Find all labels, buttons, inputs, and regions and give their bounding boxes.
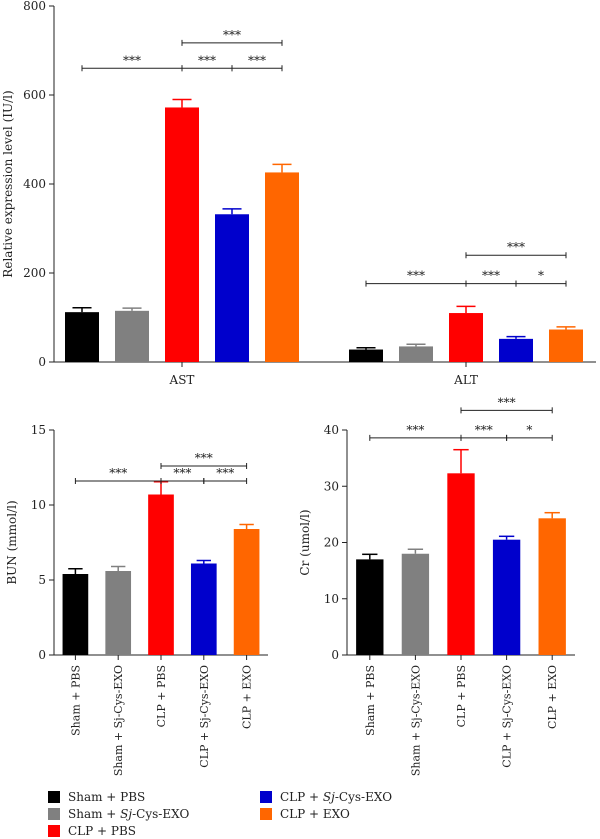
y-tick-label: 40	[324, 423, 339, 437]
legend-swatch-clp-pbs	[48, 825, 60, 837]
bar	[148, 494, 174, 655]
y-tick-label: 0	[38, 355, 46, 369]
bar	[349, 349, 383, 362]
y-tick-label: 30	[324, 479, 339, 493]
bar	[401, 553, 430, 655]
significance-label: ***	[195, 451, 213, 465]
x-category-label: Sham + Sj-Cys-EXO	[112, 665, 125, 776]
bar	[215, 214, 249, 362]
y-tick-label: 200	[23, 266, 46, 280]
significance-label: ***	[216, 466, 234, 480]
bar	[492, 539, 521, 655]
bar	[105, 571, 132, 655]
y-tick-label: 5	[38, 573, 46, 587]
legend-swatch-sham-pbs	[48, 791, 60, 803]
significance-label: ***	[406, 423, 424, 437]
legend: Sham + PBS Sham + Sj-Cys-EXO CLP + PBS C…	[48, 790, 568, 838]
x-category-label: CLP + PBS	[155, 665, 168, 727]
x-category-label: CLP + EXO	[241, 665, 254, 729]
y-tick-label: 10	[31, 498, 46, 512]
y-axis-label: BUN (mmol/l)	[5, 500, 19, 584]
significance-label: ***	[407, 269, 425, 283]
bar	[233, 529, 260, 655]
x-category-label: CLP + Sj-Cys-EXO	[501, 665, 514, 768]
significance-label: ***	[498, 395, 516, 409]
bar	[265, 172, 299, 362]
bar	[549, 329, 583, 362]
bar	[65, 312, 99, 362]
significance-label: ***	[173, 466, 191, 480]
x-category-label: Sham + PBS	[364, 665, 377, 736]
significance-label: *	[526, 423, 532, 437]
bar	[62, 574, 89, 655]
significance-label: ***	[507, 240, 525, 254]
bar	[356, 559, 384, 655]
x-category-label: CLP + PBS	[455, 665, 468, 727]
bar	[447, 473, 475, 655]
y-tick-label: 600	[23, 88, 46, 102]
legend-swatch-clp-sjcys	[260, 791, 272, 803]
bar	[538, 518, 566, 655]
legend-item-sham-pbs: Sham + PBS	[48, 790, 145, 804]
significance-label: ***	[475, 423, 493, 437]
x-category-label: AST	[169, 373, 195, 387]
legend-label-sham-pbs: Sham + PBS	[68, 790, 146, 804]
y-tick-label: 0	[331, 648, 339, 662]
legend-item-sham-sjcys: Sham + Sj-Cys-EXO	[48, 807, 189, 821]
y-tick-label: 15	[31, 423, 46, 437]
x-category-label: CLP + EXO	[546, 665, 559, 729]
bar	[115, 310, 149, 362]
bar	[190, 563, 217, 655]
bar	[449, 313, 483, 362]
significance-label: ***	[123, 53, 141, 67]
legend-item-clp-exo: CLP + EXO	[260, 807, 350, 821]
x-category-label: Sham + PBS	[69, 665, 82, 736]
legend-label-clp-sjcys: CLP + Sj-Cys-EXO	[280, 790, 393, 804]
legend-label-clp-exo: CLP + EXO	[280, 807, 350, 821]
y-axis-label: Cr (umol/l)	[298, 509, 312, 575]
significance-label: ***	[482, 269, 500, 283]
legend-swatch-sham-sjcys	[48, 808, 60, 820]
significance-label: ***	[198, 53, 216, 67]
bar	[399, 346, 433, 362]
x-category-label: CLP + Sj-Cys-EXO	[198, 665, 211, 768]
y-tick-label: 0	[38, 648, 46, 662]
bar	[499, 338, 533, 362]
legend-item-clp-pbs: CLP + PBS	[48, 824, 136, 838]
x-category-label: Sham + Sj-Cys-EXO	[409, 665, 422, 776]
legend-label-sham-sjcys: Sham + Sj-Cys-EXO	[68, 807, 190, 821]
y-tick-label: 20	[324, 536, 339, 550]
legend-label-clp-pbs: CLP + PBS	[68, 824, 137, 838]
y-tick-label: 400	[23, 177, 46, 191]
x-category-label: ALT	[453, 373, 478, 387]
bar	[165, 107, 199, 363]
significance-label: ***	[248, 53, 266, 67]
significance-label: ***	[223, 28, 241, 42]
significance-label: *	[538, 269, 544, 283]
y-axis-label: Relative expression level (IU/l)	[1, 90, 15, 277]
y-tick-label: 800	[23, 0, 46, 13]
significance-label: ***	[109, 466, 127, 480]
legend-item-clp-sjcys: CLP + Sj-Cys-EXO	[260, 790, 392, 804]
legend-swatch-clp-exo	[260, 808, 272, 820]
y-tick-label: 10	[324, 592, 339, 606]
